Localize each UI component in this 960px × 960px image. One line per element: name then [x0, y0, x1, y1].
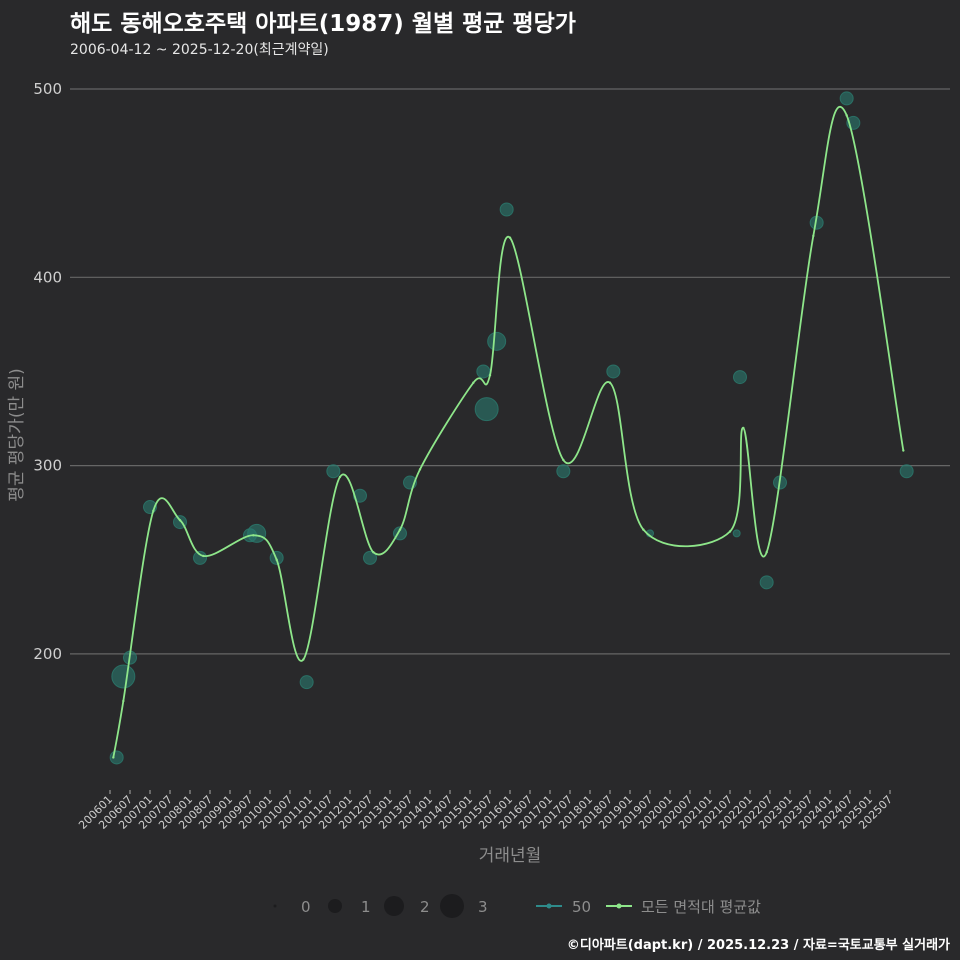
- legend-label-average: 모든 면적대 평균값: [641, 898, 761, 916]
- average-point: [812, 234, 815, 238]
- bubble-point: [247, 523, 267, 543]
- bubble-point: [363, 550, 377, 565]
- bubble-point: [476, 364, 491, 379]
- average-point: [302, 658, 305, 661]
- bubble-point: [487, 331, 507, 351]
- average-point: [765, 551, 768, 554]
- average-point: [152, 509, 155, 512]
- bubble-point: [326, 464, 341, 479]
- bubble-point: [353, 488, 367, 503]
- average-point: [178, 519, 182, 522]
- legend-size-marker: [440, 894, 464, 918]
- legend-size-label: 2: [420, 898, 430, 916]
- y-tick-label: 200: [33, 645, 62, 663]
- average-point: [508, 236, 512, 239]
- x-axis-label: 거래년월: [479, 846, 542, 866]
- average-point: [472, 381, 475, 384]
- average-point: [418, 468, 422, 471]
- bubble-point: [299, 675, 314, 690]
- bubble-point: [474, 397, 499, 422]
- bubble-point: [556, 464, 571, 479]
- bubble-point: [606, 364, 621, 379]
- bubble-point: [733, 370, 747, 385]
- average-point: [372, 551, 375, 554]
- bubble-point: [899, 464, 914, 479]
- legend-size-marker: [384, 896, 404, 916]
- bubble-point: [759, 575, 774, 590]
- legend-size-label: 3: [478, 898, 488, 916]
- footer-credit: ©디아파트(dapt.kr) / 2025.12.23 / 자료=국토교통부 실…: [566, 938, 950, 953]
- average-point: [252, 534, 255, 537]
- y-axis-label: 평균 평당가(만 원): [7, 368, 27, 502]
- average-point: [275, 558, 278, 561]
- bubble-point: [732, 529, 741, 538]
- average-point: [902, 449, 905, 452]
- average-point: [488, 374, 492, 377]
- average-point: [202, 554, 205, 558]
- bubble-point: [839, 91, 854, 106]
- y-tick-label: 500: [33, 80, 62, 98]
- chart-title: 해도 동해오호주택 아파트(1987) 월별 평균 평당가: [70, 11, 576, 37]
- legend-size-marker: [273, 904, 277, 908]
- bubble-point: [111, 664, 136, 689]
- average-point: [742, 426, 745, 430]
- average-point: [338, 475, 342, 479]
- legend-size-label: 0: [301, 898, 311, 916]
- legend-label-50: 50: [572, 898, 591, 916]
- bubble-point: [109, 750, 124, 765]
- average-point: [562, 458, 565, 462]
- legend-size-marker: [328, 899, 342, 913]
- chart-subtitle: 2006-04-12 ~ 2025-12-20(최근계약일): [70, 42, 329, 58]
- average-point: [398, 528, 402, 531]
- legend-marker-50: [546, 903, 552, 909]
- y-tick-label: 400: [33, 268, 62, 286]
- y-tick-label: 300: [33, 457, 62, 475]
- bubble-point: [193, 550, 207, 565]
- average-line: [112, 106, 905, 758]
- average-point: [642, 528, 645, 531]
- average-point: [845, 114, 848, 117]
- legend-size-label: 1: [361, 898, 371, 916]
- average-point: [728, 530, 732, 533]
- legend-marker-average: [616, 903, 622, 909]
- bubble-point: [499, 202, 514, 217]
- average-point: [608, 381, 612, 384]
- average-point: [122, 699, 125, 703]
- average-point: [112, 756, 115, 759]
